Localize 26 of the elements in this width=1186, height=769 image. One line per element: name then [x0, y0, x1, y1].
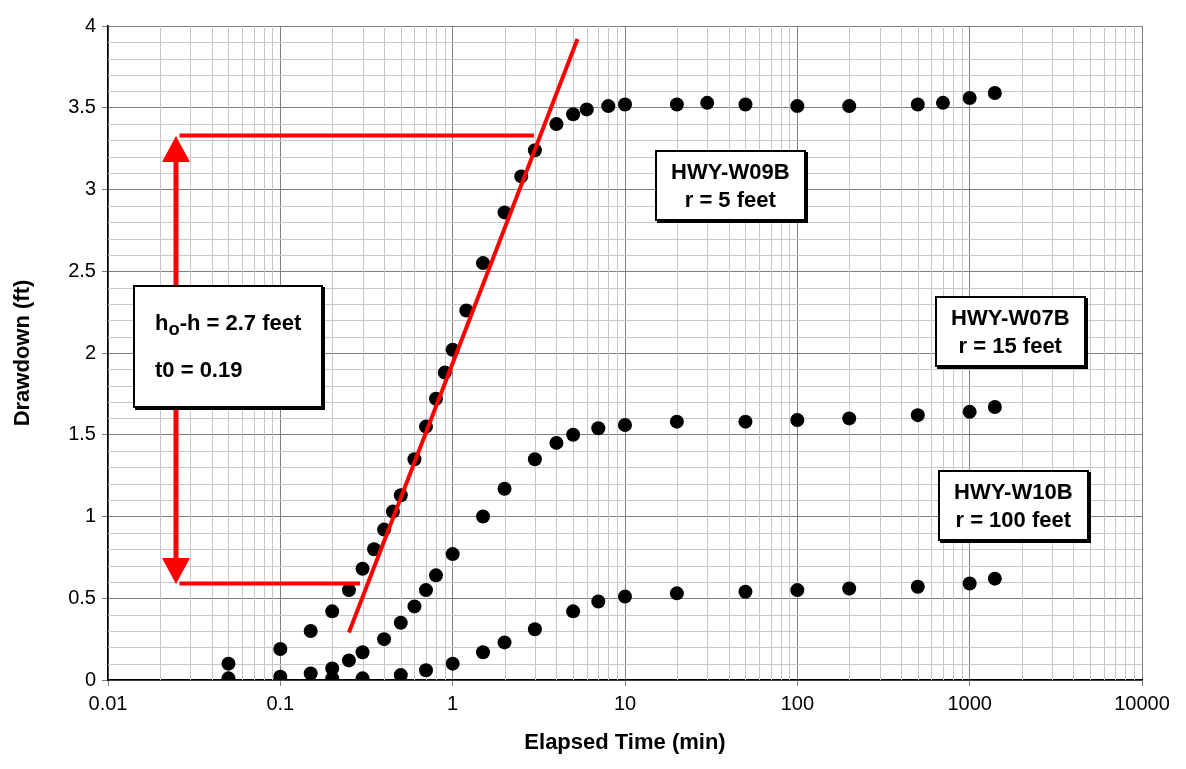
y-tick-label: 2.5 — [68, 258, 96, 281]
text: HWY-W07B — [951, 304, 1070, 332]
y-axis-title: Drawdown (ft) — [9, 279, 35, 427]
y-tick-label: 3.5 — [68, 95, 96, 118]
y-tick-label: 1.5 — [68, 422, 96, 445]
y-tick-label: 0 — [84, 667, 96, 690]
y-tick-label: 4 — [84, 13, 96, 36]
text: HWY-W10B — [954, 478, 1073, 506]
annotation: r = 100 feet — [954, 505, 1073, 533]
x-tick-label: 10 — [613, 691, 637, 714]
x-axis-title: Elapsed Time (min) — [524, 728, 726, 754]
y-tick-label: 3 — [84, 177, 96, 200]
x-tick-label: 0.01 — [88, 691, 128, 714]
annotation: h$_{o}$-h = 2.7 feet — [155, 309, 302, 342]
annotation: r = 5 feet — [683, 185, 777, 213]
x-tick-label: 0.1 — [266, 691, 295, 714]
text: HWY-W09B — [671, 158, 790, 186]
x-tick-label: 1000 — [947, 691, 992, 714]
y-tick-label: 1 — [84, 504, 96, 527]
x-tick-label: 100 — [780, 691, 815, 714]
annotation: t0 = 0.19 — [155, 356, 244, 385]
annotation: r = 15 feet — [957, 331, 1063, 359]
x-tick-label: 1 — [447, 691, 459, 714]
y-tick-label: 2 — [84, 340, 96, 363]
x-tick-label: 10000 — [1114, 691, 1170, 714]
y-tick-label: 0.5 — [68, 585, 96, 608]
